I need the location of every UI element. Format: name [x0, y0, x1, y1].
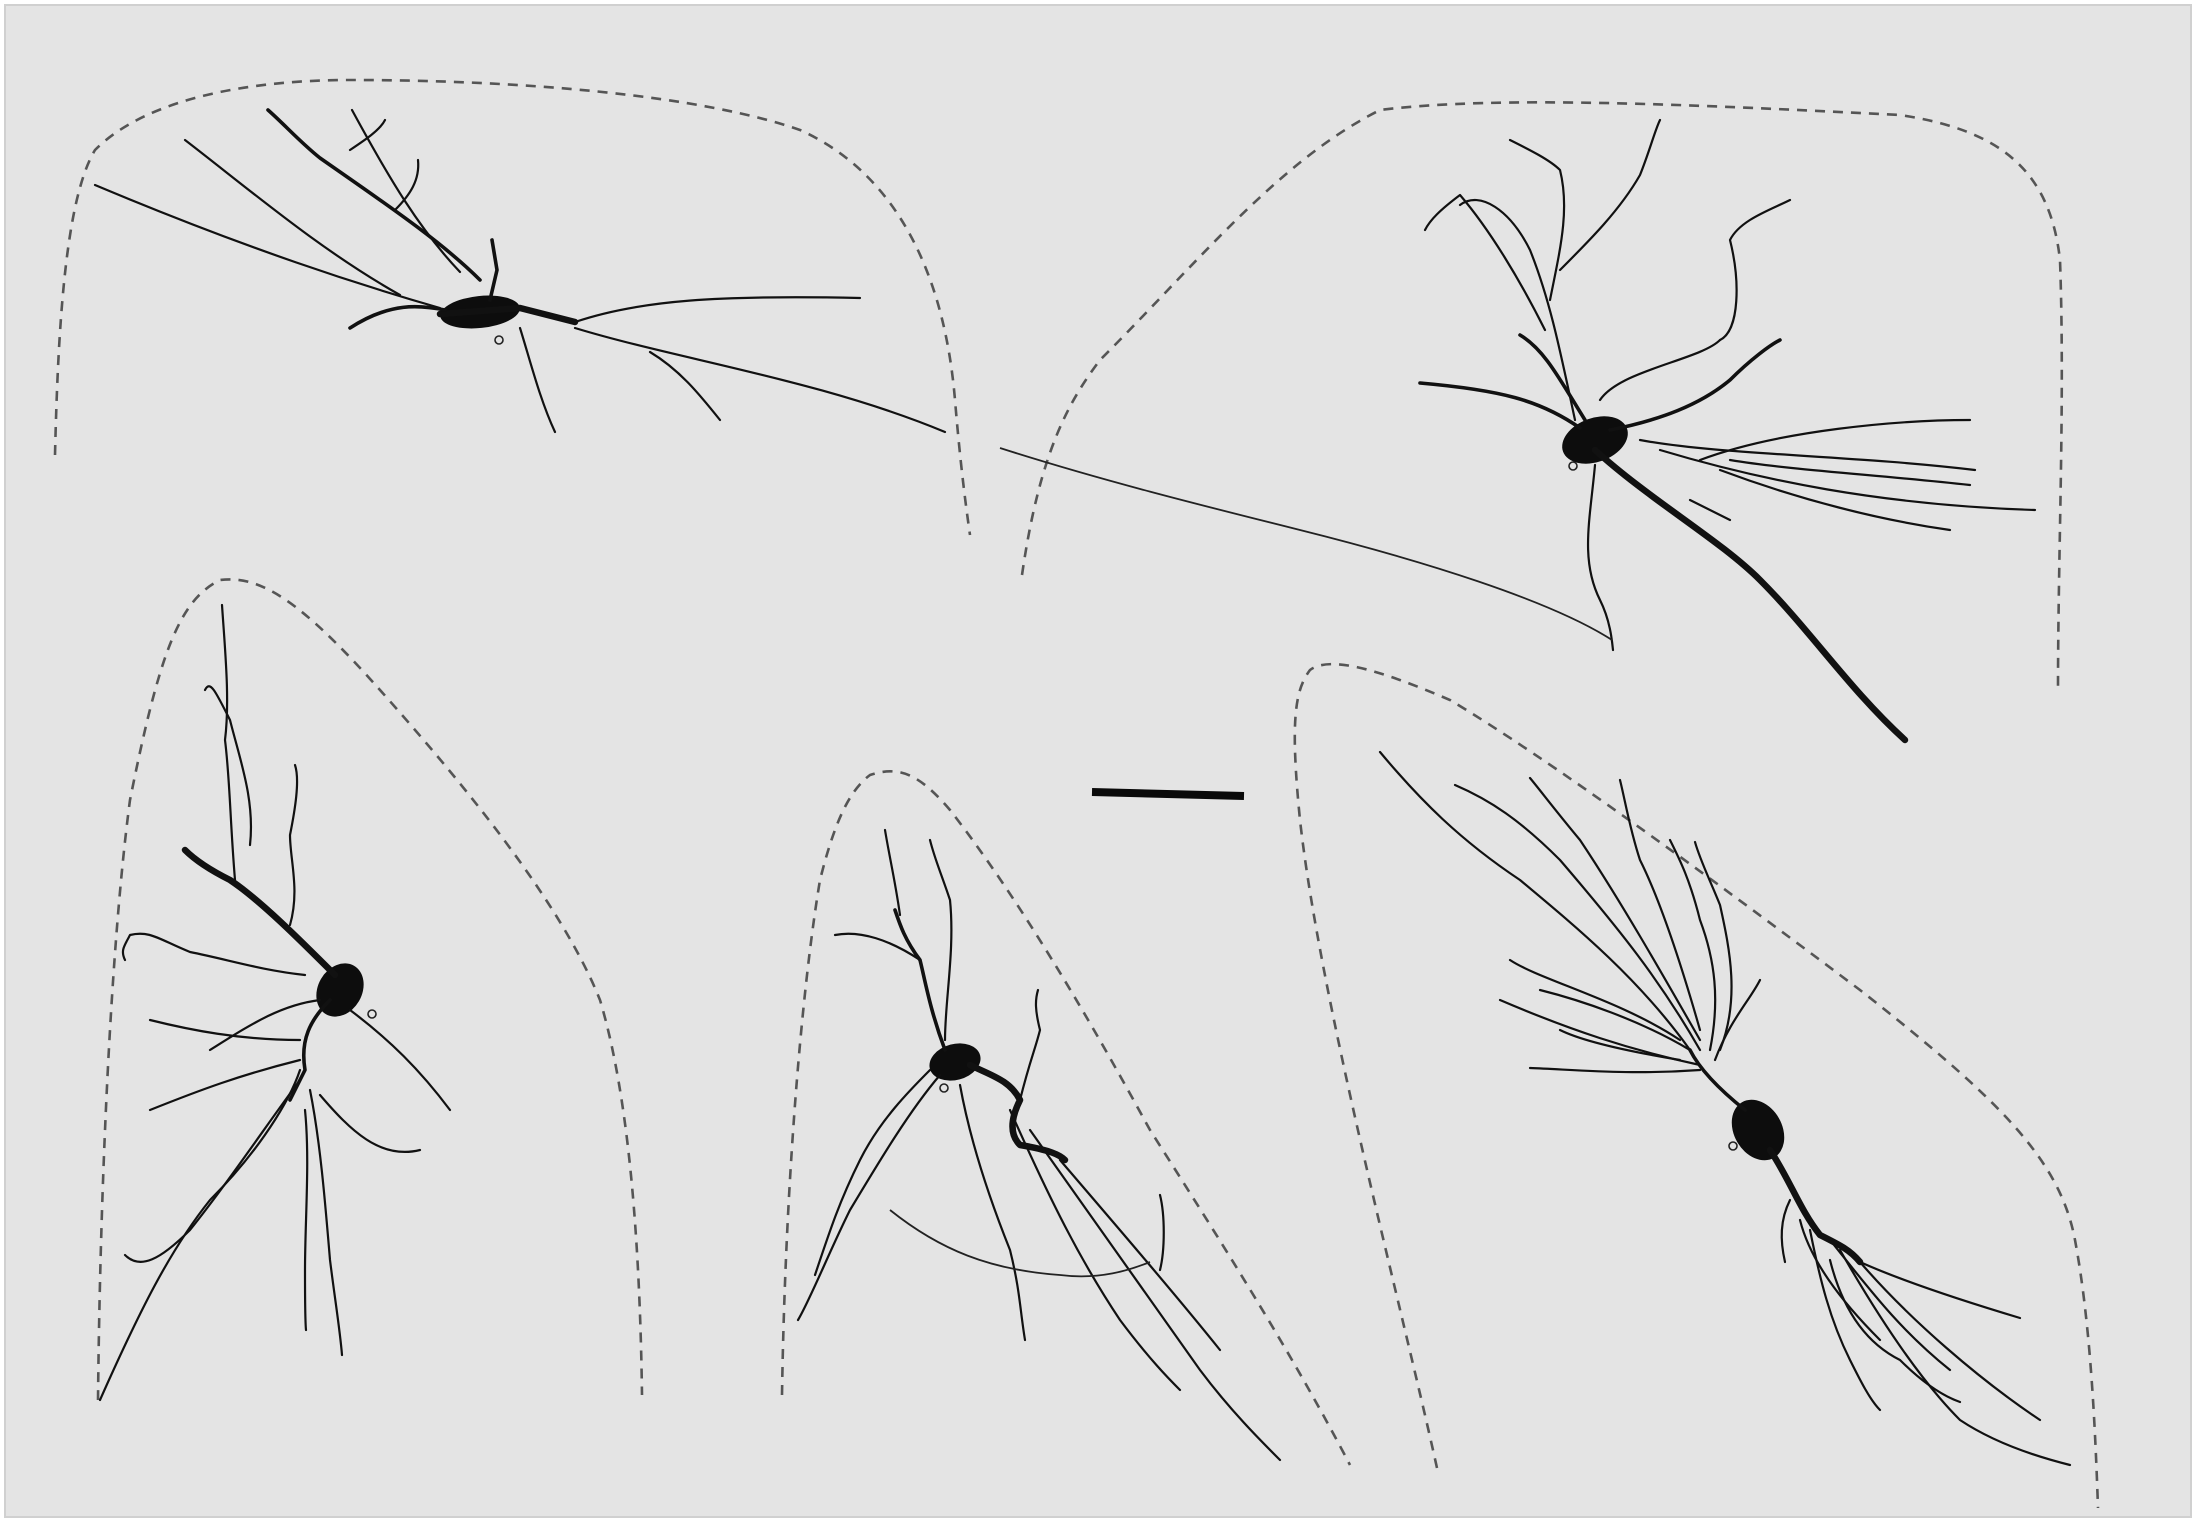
neuron-top-left: [93, 108, 947, 434]
axon-origin-marker: [1568, 461, 1578, 471]
panel-top-right: [999, 101, 2064, 744]
region-outline-top-right: [1020, 101, 2064, 691]
axon-origin-marker: [1728, 1141, 1738, 1151]
soma: [1562, 416, 1628, 464]
axon-origin-marker: [367, 1009, 377, 1019]
region-outline-bottom-left: [96, 578, 644, 1401]
neuron-bottom-middle: [796, 828, 1282, 1462]
figure-frame: [4, 4, 2192, 1518]
soma: [929, 1043, 981, 1081]
axon-origin-marker: [939, 1083, 949, 1093]
region-outline-bottom-middle: [780, 770, 1352, 1466]
axon-collateral: [999, 447, 1613, 641]
panel-bottom-right: [1293, 662, 2100, 1509]
panel-bottom-left: [96, 578, 644, 1402]
neuron-bottom-right: [1378, 750, 2072, 1467]
axon-collateral: [889, 1209, 1151, 1278]
neuron-top-right: [1418, 118, 2037, 744]
panel-bottom-middle: [780, 770, 1352, 1466]
panel-top-left: [53, 78, 972, 536]
region-outline-bottom-right: [1293, 662, 2100, 1509]
neuron-bottom-left: [98, 603, 452, 1402]
axon-origin-marker: [494, 335, 504, 345]
scale-bar: [1091, 788, 1245, 800]
region-outline-top-left: [53, 78, 972, 536]
soma: [1731, 1099, 1785, 1161]
